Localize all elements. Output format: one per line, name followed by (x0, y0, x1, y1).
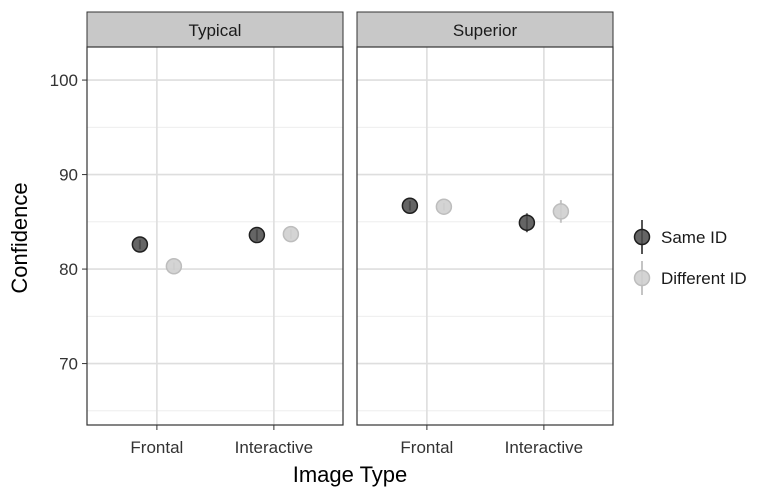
y-tick-label: 70 (59, 355, 78, 374)
y-tick-label: 90 (59, 166, 78, 185)
grid-typical (87, 47, 343, 425)
y-axis-title: Confidence (7, 182, 32, 293)
data-point (131, 236, 149, 253)
y-tick-label: 100 (50, 71, 78, 90)
y-tick-label: 80 (59, 260, 78, 279)
panel-border-typical (86, 46, 344, 426)
data-point (248, 226, 266, 244)
data-point (518, 214, 536, 232)
x-axis: Frontal Interactive Frontal Interactive (130, 425, 583, 457)
panel-title-superior: Superior (453, 21, 518, 40)
x-tick-label: Frontal (130, 438, 183, 457)
data-point (282, 225, 300, 243)
data-point (165, 257, 183, 275)
marks-typical (131, 225, 300, 275)
legend-key-point (633, 228, 651, 246)
marks-superior (401, 197, 570, 233)
panel-superior: Superior (356, 11, 614, 426)
panel-strip-superior (356, 11, 614, 48)
legend: Same ID Different ID (633, 220, 747, 295)
x-tick-label: Interactive (235, 438, 313, 457)
legend-key-point (633, 269, 651, 287)
data-point (435, 198, 453, 215)
x-tick-label: Interactive (505, 438, 583, 457)
panel-title-typical: Typical (189, 21, 242, 40)
legend-label: Different ID (661, 269, 747, 288)
panel-border-superior (356, 46, 614, 426)
panel-typical: Typical (86, 11, 344, 426)
data-point (552, 203, 570, 220)
y-axis: 70 80 90 100 (50, 71, 87, 374)
legend-label: Same ID (661, 228, 727, 247)
grid-superior (357, 47, 613, 425)
x-tick-label: Frontal (400, 438, 453, 457)
x-axis-title: Image Type (293, 462, 408, 487)
data-point (401, 197, 419, 215)
panel-strip-typical (86, 11, 344, 48)
